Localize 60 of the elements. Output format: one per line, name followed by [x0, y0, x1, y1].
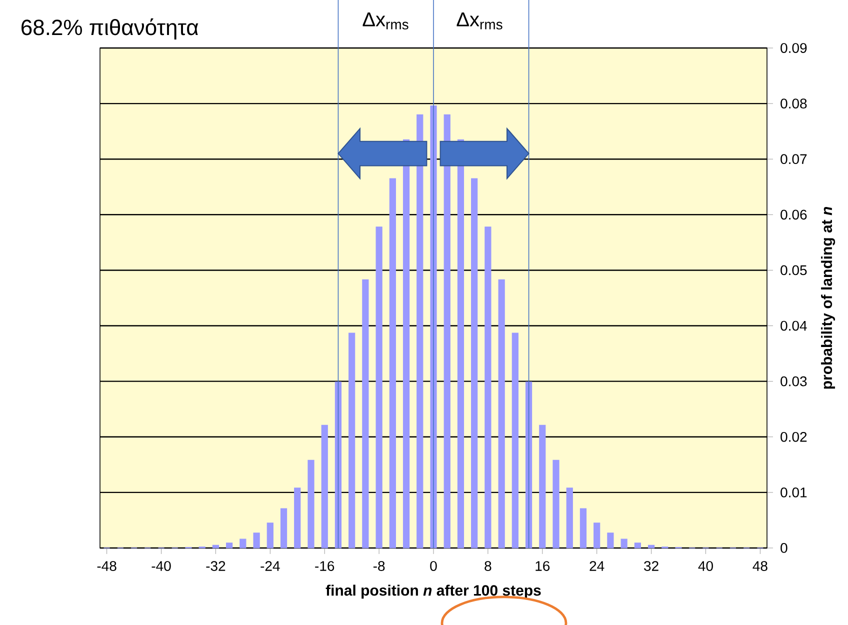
- y-tick-label: 0.03: [780, 376, 807, 386]
- y-tick-label: 0.07: [780, 154, 807, 164]
- x-tick-label: 24: [590, 561, 604, 571]
- y-axis-title: probability of landing at n: [821, 206, 836, 389]
- bar: [457, 139, 464, 548]
- y-tick-label: 0: [780, 543, 788, 553]
- bar: [402, 139, 410, 548]
- bar: [444, 114, 450, 548]
- bar: [362, 279, 369, 548]
- text: 68.2% πιθανότητα: [22, 18, 198, 40]
- bar: [498, 279, 505, 548]
- y-tick-label: 0.02: [780, 432, 807, 442]
- y-tick-label: 0.04: [780, 320, 807, 331]
- bar: [212, 544, 220, 548]
- y-tick-label: 0.01: [780, 487, 807, 498]
- bar: [226, 542, 233, 548]
- text: Δx$_{rms}$: [456, 12, 502, 30]
- x-tick-label: 48: [752, 561, 768, 571]
- bar: [552, 460, 560, 548]
- bar: [416, 114, 424, 548]
- bar: [580, 508, 587, 548]
- bar: [376, 226, 382, 548]
- bar: [253, 532, 260, 548]
- y-tick-label: 0.08: [780, 98, 807, 108]
- bar: [525, 382, 532, 548]
- x-tick-label: -24: [260, 561, 280, 571]
- bar: [308, 460, 314, 548]
- bar: [484, 226, 492, 548]
- x-tick-label: -8: [373, 561, 385, 571]
- bar: [471, 178, 478, 548]
- bar: [607, 532, 614, 548]
- x-tick-label: -16: [315, 561, 334, 571]
- bar: [620, 538, 628, 548]
- bar: [594, 522, 600, 548]
- bar: [389, 178, 396, 548]
- x-tick-label: 16: [536, 561, 550, 571]
- x-tick-label: -40: [152, 561, 171, 571]
- x-tick-label: -32: [206, 561, 226, 571]
- bar: [294, 488, 301, 548]
- y-tick-label: 0.09: [780, 43, 807, 53]
- bar: [334, 382, 342, 548]
- x-tick-label: -48: [97, 561, 116, 571]
- bar: [648, 544, 655, 548]
- bar: [539, 424, 546, 548]
- text: Δx$_{rms}$: [362, 12, 408, 30]
- x-tick-label: 0: [430, 561, 437, 571]
- bar: [348, 332, 356, 548]
- x-tick-label: 32: [644, 561, 658, 571]
- bar: [566, 488, 573, 548]
- bar: [240, 538, 246, 548]
- bar: [634, 542, 641, 548]
- bar: [266, 522, 274, 548]
- bar: [321, 424, 328, 548]
- x-axis-title: final position n after 100 steps: [326, 584, 541, 599]
- bar: [280, 508, 288, 548]
- x-tick-label: 8: [484, 561, 492, 571]
- bar: [512, 332, 518, 548]
- x-tick-label: 40: [698, 561, 713, 571]
- y-tick-label: 0.06: [780, 210, 807, 220]
- y-tick-label: 0.05: [780, 265, 807, 276]
